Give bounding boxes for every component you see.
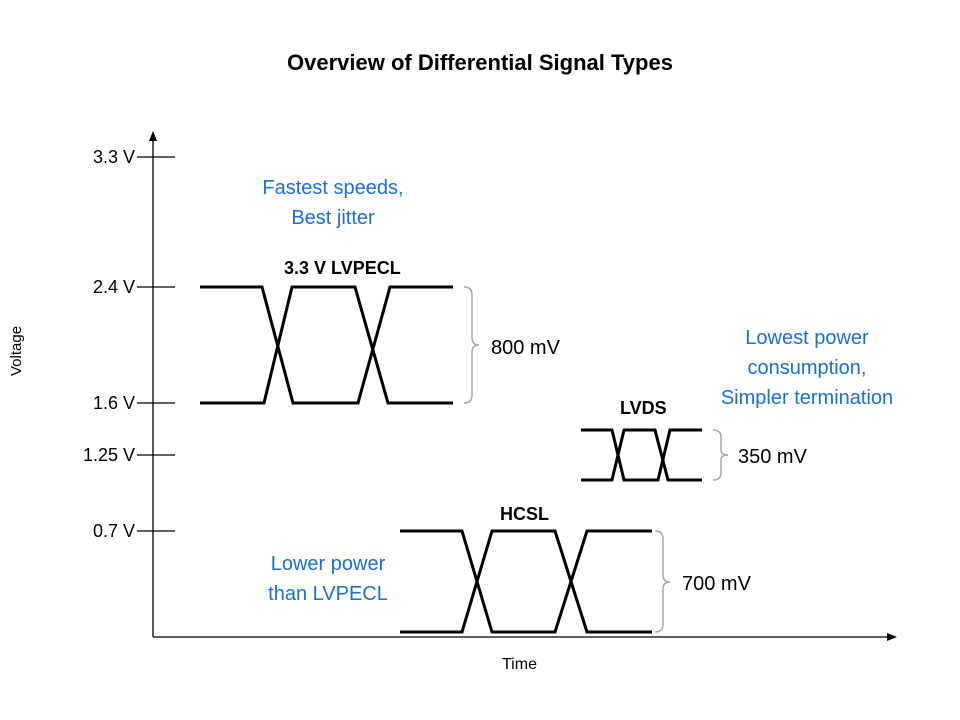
note-line: Lowest power	[745, 327, 869, 349]
y-axis-label: Voltage	[8, 325, 25, 376]
lvds-eye-bottom	[581, 428, 702, 482]
hcsl-swing: 700 mV	[682, 573, 751, 595]
note-line: than LVPECL	[268, 583, 388, 605]
y-tick-label: 1.25 V	[82, 445, 135, 465]
lvpecl-eye-bottom	[200, 285, 453, 405]
hcsl-swing-bracket	[654, 530, 671, 633]
lvpecl-swing: 800 mV	[491, 337, 560, 359]
lvds-swing-bracket	[712, 429, 729, 481]
note-line: Fastest speeds,	[262, 177, 404, 199]
lvpecl-label: 3.3 V LVPECL	[284, 258, 401, 278]
y-tick-label: 0.7 V	[92, 521, 135, 541]
y-tick-label: 2.4 V	[92, 277, 135, 297]
note-line: Best jitter	[291, 207, 375, 229]
lvds-swing: 350 mV	[738, 446, 807, 468]
hcsl-eye-top	[400, 529, 652, 634]
lvds-eye-top	[581, 428, 702, 482]
lvpecl-note: Fastest speeds, Best jitter	[233, 173, 433, 233]
hcsl-note: Lower power than LVPECL	[228, 549, 428, 609]
chart-title: Overview of Differential Signal Types	[287, 50, 673, 75]
note-line: Lower power	[270, 553, 386, 575]
note-line: Simpler termination	[720, 387, 894, 409]
x-axis-arrow	[887, 633, 897, 641]
lvds-note: Lowest power consumption, Simpler termin…	[697, 323, 917, 413]
note-line: consumption,	[747, 357, 867, 379]
y-tick-label: 1.6 V	[92, 393, 135, 413]
lvpecl-eye-top	[200, 285, 453, 405]
lvds-label: LVDS	[620, 398, 667, 418]
hcsl-eye-bottom	[400, 529, 652, 634]
lvpecl-swing-bracket	[463, 286, 480, 404]
hcsl-label: HCSL	[500, 504, 549, 524]
x-axis-label: Time	[502, 656, 537, 673]
y-axis-arrow	[149, 131, 157, 141]
y-tick-label: 3.3 V	[92, 147, 135, 167]
